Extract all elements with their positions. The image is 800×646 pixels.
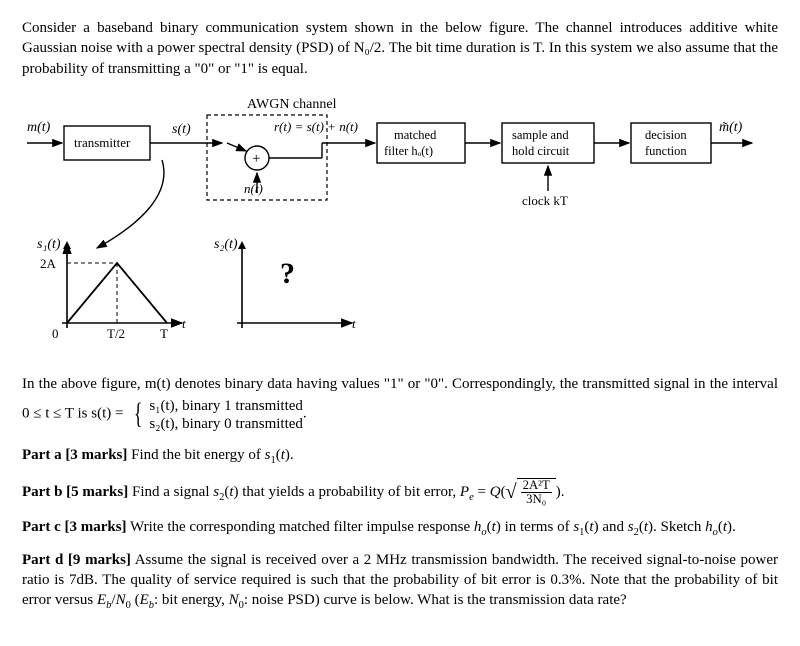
part-b-post: ). [556, 484, 565, 500]
arrow-to-plots [97, 160, 164, 248]
brace-cases: { s₁(t), binary 1 transmitted s₂(t), bin… [131, 394, 303, 435]
question-mark: ? [280, 257, 295, 290]
t2-label: T/2 [107, 326, 125, 341]
s-t-label: s(t) [172, 122, 191, 137]
m-hat-label: m̃(t) [719, 120, 743, 135]
r-eq-label: r(t) = s(t) + n(t) [274, 119, 358, 134]
m-t-label: m(t) [27, 120, 51, 135]
part-a-body: Find the bit energy of s1(t). [131, 447, 293, 463]
brace-top: s₁(t), binary 1 transmitted [149, 397, 303, 415]
two-a-label: 2A [40, 256, 57, 271]
s1-label: s₁(t) [37, 237, 61, 252]
system-figure: AWGN channel m(t) transmitter s(t) + n(t… [22, 93, 778, 364]
part-a-text: Part a [3 marks] [22, 447, 127, 463]
sh-line2: hold circuit [512, 144, 570, 158]
matched-line2: filter hₒ(t) [384, 144, 433, 158]
intro-paragraph: Consider a baseband binary communication… [22, 18, 778, 79]
matched-line1: matched [394, 128, 437, 142]
part-a: Part a [3 marks] Find the bit energy of … [22, 445, 778, 468]
figure-svg: AWGN channel m(t) transmitter s(t) + n(t… [22, 93, 762, 358]
sqrt-expr: √2A²T3N₀ [506, 478, 556, 507]
plus-icon: + [252, 151, 260, 167]
dec-line1: decision [645, 128, 687, 142]
part-d-body: Assume the signal is received over a 2 M… [22, 552, 778, 609]
clock-label: clock kT [522, 193, 568, 208]
s2-y-arrowhead [238, 241, 246, 249]
s2-label: s₂(t) [214, 237, 238, 252]
s1-y-arrowhead [63, 241, 71, 249]
sqrt-num: 2A²T [521, 479, 552, 493]
t-axis-2: t [352, 316, 356, 331]
explain-paragraph: In the above figure, m(t) denotes binary… [22, 374, 778, 435]
t-axis-1: t [182, 316, 186, 331]
dec-line2: function [645, 144, 687, 158]
part-b-body: Find a signal s2(t) that yields a probab… [132, 484, 506, 500]
part-c-body: Write the corresponding matched filter i… [130, 519, 736, 535]
brace-bot: s₂(t), binary 0 transmitted [149, 415, 303, 433]
part-c: Part c [3 marks] Write the corresponding… [22, 517, 778, 540]
part-d-head: Part d [9 marks] [22, 552, 131, 568]
sqrt-den: 3N₀ [521, 493, 552, 506]
arrow-into-sum-left [227, 143, 246, 151]
zero-label: 0 [52, 326, 59, 341]
n-t-label: n(t) [244, 181, 263, 196]
transmitter-text: transmitter [74, 135, 131, 150]
explain-tail: . [303, 406, 307, 422]
awgn-label: AWGN channel [247, 97, 337, 112]
part-b: Part b [5 marks] Find a signal s2(t) tha… [22, 478, 778, 507]
t-label: T [160, 326, 168, 341]
sh-line1: sample and [512, 128, 569, 142]
part-c-head: Part c [3 marks] [22, 519, 127, 535]
part-d: Part d [9 marks] Assume the signal is re… [22, 550, 778, 614]
part-b-head: Part b [5 marks] [22, 484, 128, 500]
